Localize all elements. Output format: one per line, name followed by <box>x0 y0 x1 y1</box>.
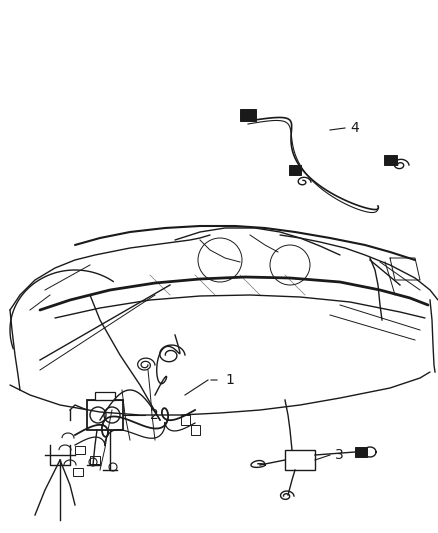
FancyBboxPatch shape <box>90 456 100 464</box>
FancyBboxPatch shape <box>95 392 115 400</box>
FancyBboxPatch shape <box>289 165 301 175</box>
FancyBboxPatch shape <box>285 450 315 470</box>
FancyBboxPatch shape <box>73 468 83 476</box>
FancyBboxPatch shape <box>191 425 200 435</box>
FancyBboxPatch shape <box>384 155 397 165</box>
Text: 4: 4 <box>350 121 359 135</box>
Text: 3: 3 <box>335 448 344 462</box>
Text: 2: 2 <box>150 408 159 422</box>
FancyBboxPatch shape <box>75 446 85 454</box>
FancyBboxPatch shape <box>181 415 190 425</box>
FancyBboxPatch shape <box>240 109 256 121</box>
FancyBboxPatch shape <box>355 447 367 457</box>
Text: 1: 1 <box>225 373 234 387</box>
FancyBboxPatch shape <box>87 400 123 430</box>
